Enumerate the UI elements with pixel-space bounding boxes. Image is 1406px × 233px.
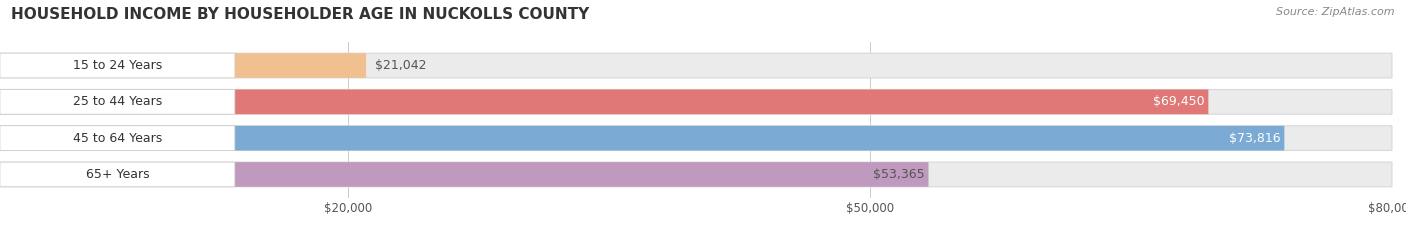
FancyBboxPatch shape (0, 89, 1392, 114)
FancyBboxPatch shape (0, 126, 235, 151)
FancyBboxPatch shape (0, 53, 235, 78)
Text: 45 to 64 Years: 45 to 64 Years (73, 132, 162, 145)
Text: $73,816: $73,816 (1229, 132, 1281, 145)
FancyBboxPatch shape (0, 53, 366, 78)
Text: $21,042: $21,042 (375, 59, 426, 72)
FancyBboxPatch shape (0, 89, 235, 114)
Text: $69,450: $69,450 (1153, 95, 1205, 108)
Text: 15 to 24 Years: 15 to 24 Years (73, 59, 162, 72)
Text: 25 to 44 Years: 25 to 44 Years (73, 95, 162, 108)
FancyBboxPatch shape (0, 89, 1208, 114)
FancyBboxPatch shape (0, 126, 1392, 151)
Text: HOUSEHOLD INCOME BY HOUSEHOLDER AGE IN NUCKOLLS COUNTY: HOUSEHOLD INCOME BY HOUSEHOLDER AGE IN N… (11, 7, 589, 22)
FancyBboxPatch shape (0, 162, 1392, 187)
FancyBboxPatch shape (0, 53, 1392, 78)
Text: $53,365: $53,365 (873, 168, 925, 181)
Text: Source: ZipAtlas.com: Source: ZipAtlas.com (1277, 7, 1395, 17)
FancyBboxPatch shape (0, 162, 928, 187)
FancyBboxPatch shape (0, 126, 1284, 151)
FancyBboxPatch shape (0, 162, 235, 187)
Text: 65+ Years: 65+ Years (86, 168, 149, 181)
